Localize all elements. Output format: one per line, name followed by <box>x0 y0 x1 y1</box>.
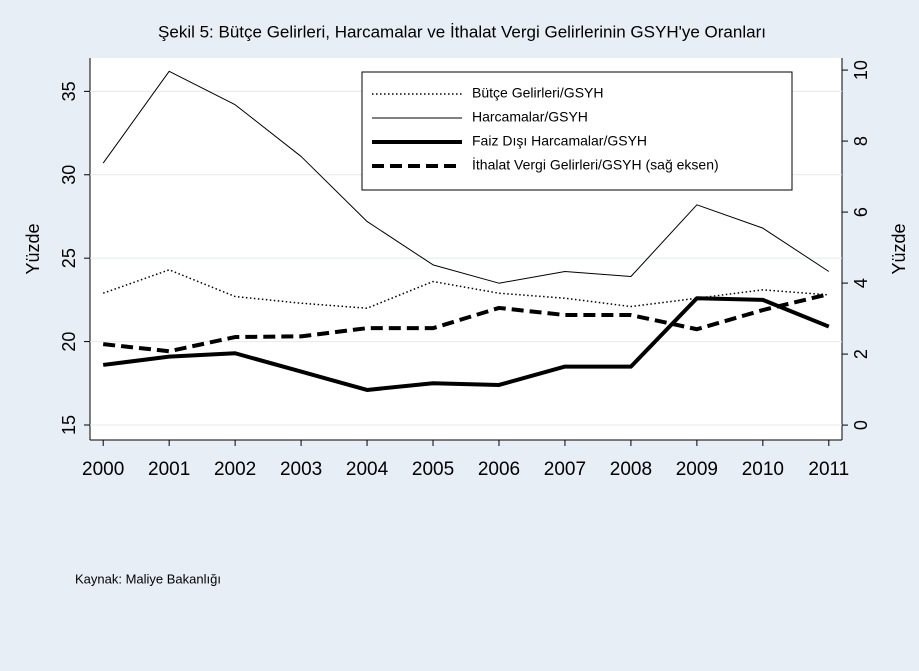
y-tick-label: 25 <box>59 248 79 268</box>
x-tick-label: 2002 <box>214 459 256 480</box>
series-line <box>102 296 830 392</box>
legend-label: Harcamalar/GSYH <box>472 109 588 125</box>
x-tick-label: 2005 <box>412 459 454 480</box>
y2-tick-label: 4 <box>851 278 871 288</box>
y2-tick-label: 0 <box>851 420 871 430</box>
x-tick-label: 2001 <box>148 459 190 480</box>
x-tick-label: 2009 <box>676 459 718 480</box>
y-tick-label: 30 <box>59 165 79 185</box>
x-tick-label: 2011 <box>808 459 849 480</box>
source-note: Kaynak: Maliye Bakanlığı <box>75 571 221 586</box>
x-tick-label: 2004 <box>346 459 389 480</box>
y2-tick-label: 10 <box>851 60 871 80</box>
chart-title: Şekil 5: Bütçe Gelirleri, Harcamalar ve … <box>158 22 766 41</box>
series-line <box>102 70 830 284</box>
y2-tick-label: 2 <box>851 349 871 359</box>
x-tick-label: 2003 <box>280 459 322 480</box>
legend-label: Faiz Dışı Harcamalar/GSYH <box>472 133 647 149</box>
x-tick-label: 2006 <box>478 459 520 480</box>
y2-tick-label: 6 <box>851 207 871 217</box>
x-tick-label: 2008 <box>610 459 652 480</box>
y2-axis-label: Yüzde <box>889 223 909 274</box>
y-tick-label: 35 <box>59 81 79 101</box>
legend-label: İthalat Vergi Gelirleri/GSYH (sağ eksen) <box>472 156 719 173</box>
y2-tick-label: 8 <box>851 136 871 146</box>
x-tick-label: 2007 <box>544 459 586 480</box>
y-axis-label: Yüzde <box>23 223 43 274</box>
x-tick-label: 2000 <box>82 459 124 480</box>
legend-label: Bütçe Gelirleri/GSYH <box>472 85 603 101</box>
legend-box <box>361 71 793 191</box>
y-tick-label: 20 <box>59 332 79 352</box>
series-line <box>102 269 829 309</box>
series-line <box>102 292 830 354</box>
x-tick-label: 2010 <box>742 459 784 480</box>
y-tick-label: 15 <box>59 415 79 435</box>
